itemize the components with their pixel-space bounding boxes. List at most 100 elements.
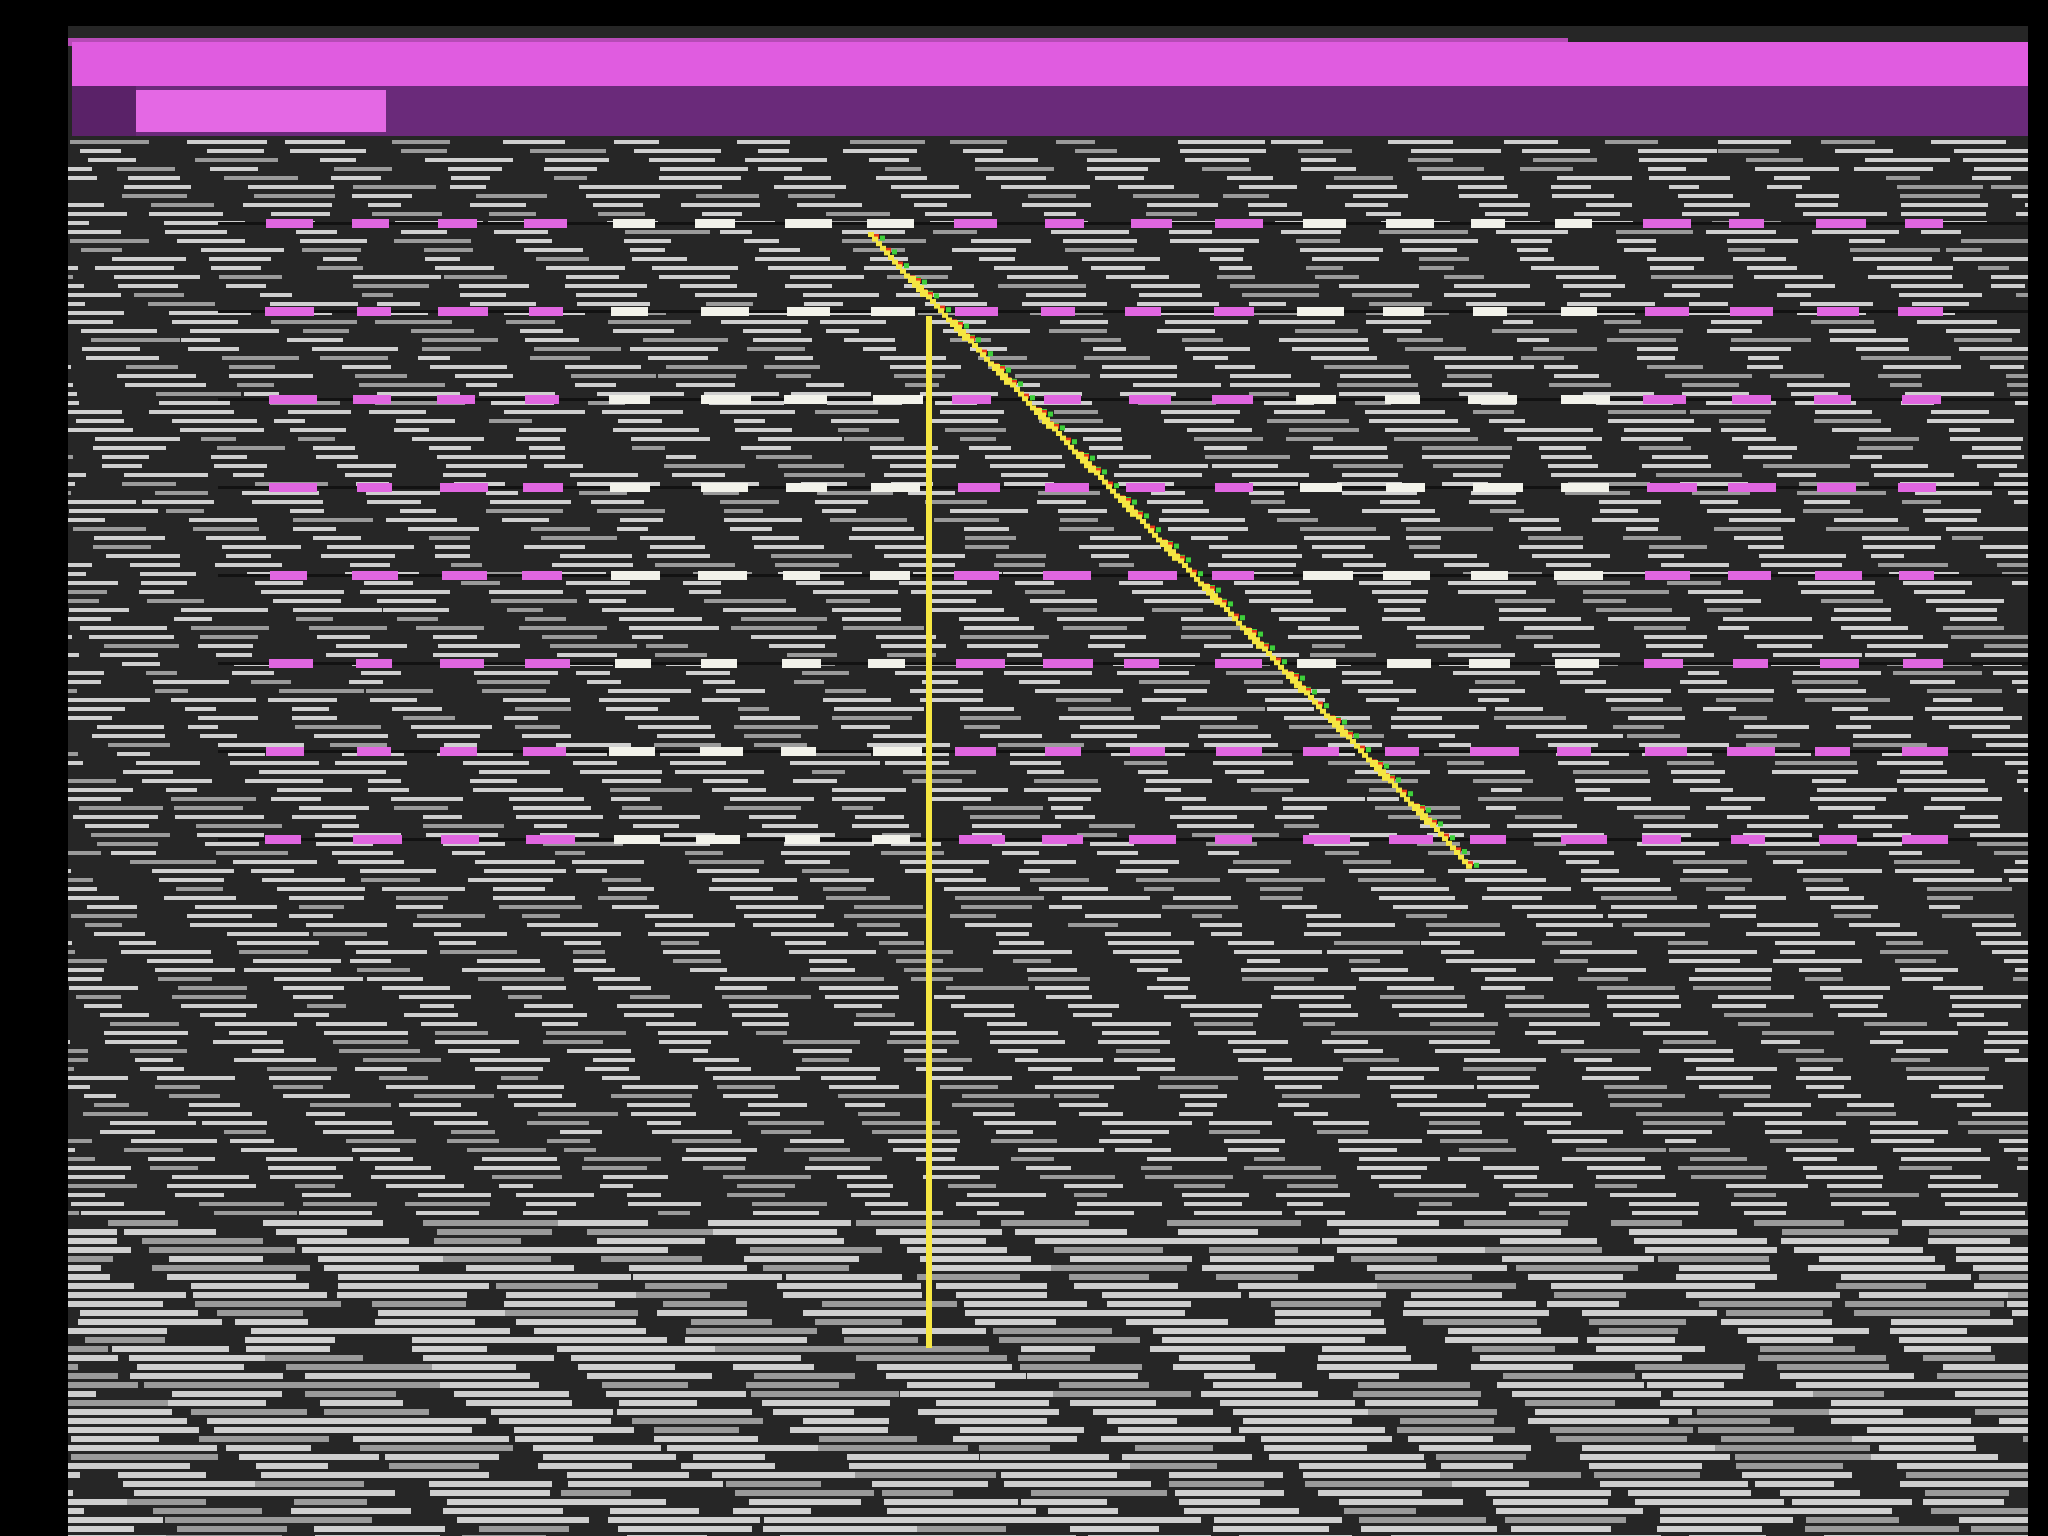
noise-streak bbox=[177, 239, 245, 243]
noise-streak bbox=[346, 770, 386, 774]
noise-streak bbox=[732, 1013, 788, 1017]
dashed-row-line bbox=[218, 838, 2028, 841]
noise-streak bbox=[1082, 257, 1160, 261]
noise-streak bbox=[1773, 860, 1803, 864]
noise-streak bbox=[1120, 860, 1179, 864]
noise-streak bbox=[887, 1040, 959, 1044]
noise-streak bbox=[1624, 428, 1711, 432]
noise-streak bbox=[803, 293, 879, 297]
diagonal-trace-dot-red bbox=[898, 261, 903, 267]
dashed-row-segment bbox=[266, 747, 304, 756]
noise-streak bbox=[78, 1319, 222, 1325]
noise-streak bbox=[80, 626, 167, 630]
noise-streak bbox=[1170, 815, 1237, 819]
dashed-row-segment bbox=[1473, 307, 1507, 316]
noise-streak bbox=[1719, 419, 1765, 423]
noise-streak bbox=[1164, 419, 1234, 423]
noise-streak bbox=[1760, 1346, 1855, 1352]
diagonal-trace-dot bbox=[1454, 850, 1460, 855]
noise-streak bbox=[233, 473, 264, 477]
noise-streak bbox=[267, 1067, 337, 1071]
noise-streak bbox=[1022, 203, 1091, 207]
noise-streak bbox=[1150, 1346, 1285, 1352]
noise-streak bbox=[1416, 635, 1470, 639]
noise-streak bbox=[1793, 671, 1881, 675]
noise-streak bbox=[1883, 365, 1961, 369]
noise-streak bbox=[233, 860, 317, 864]
noise-streak bbox=[95, 437, 180, 441]
noise-streak bbox=[1770, 1139, 1838, 1143]
diagonal-trace-dot bbox=[1414, 804, 1420, 809]
noise-streak bbox=[1366, 320, 1431, 324]
noise-streak bbox=[1239, 1427, 1385, 1433]
noise-streak bbox=[1049, 1517, 1201, 1523]
noise-streak bbox=[1230, 383, 1320, 387]
noise-streak bbox=[879, 941, 924, 945]
noise-streak bbox=[724, 518, 802, 522]
noise-streak bbox=[1683, 869, 1728, 873]
noise-streak bbox=[1832, 428, 1891, 432]
noise-streak bbox=[1582, 1076, 1639, 1080]
noise-streak bbox=[1046, 995, 1092, 999]
noise-streak bbox=[246, 1346, 330, 1352]
noise-streak bbox=[353, 275, 441, 279]
noise-streak bbox=[525, 617, 566, 621]
noise-streak bbox=[1198, 734, 1271, 738]
noise-streak bbox=[499, 905, 582, 909]
noise-streak bbox=[1711, 320, 1762, 324]
noise-streak bbox=[323, 1130, 394, 1134]
noise-streak bbox=[486, 491, 518, 495]
noise-streak bbox=[494, 230, 548, 234]
dashed-row-segment bbox=[357, 483, 392, 492]
noise-streak bbox=[1862, 536, 1941, 540]
noise-streak bbox=[953, 1436, 1077, 1442]
noise-streak bbox=[443, 1508, 563, 1514]
noise-streak bbox=[1370, 1067, 1439, 1071]
noise-streak bbox=[1509, 518, 1559, 522]
noise-streak bbox=[350, 563, 390, 567]
noise-streak bbox=[294, 1013, 329, 1017]
dashed-row-segment bbox=[1816, 219, 1866, 228]
noise-streak bbox=[1897, 185, 1983, 189]
noise-streak bbox=[627, 1103, 690, 1107]
noise-streak bbox=[448, 1049, 500, 1053]
noise-streak bbox=[633, 1274, 782, 1280]
noise-streak bbox=[1583, 590, 1669, 594]
noise-streak bbox=[214, 1211, 297, 1215]
noise-streak bbox=[1661, 563, 1729, 567]
noise-streak bbox=[1980, 545, 2028, 549]
diagonal-trace-dot bbox=[946, 317, 952, 323]
noise-streak bbox=[1622, 923, 1710, 927]
noise-streak bbox=[1279, 617, 1330, 621]
noise-streak bbox=[1838, 1013, 1887, 1017]
noise-streak bbox=[1355, 770, 1430, 774]
noise-streak bbox=[542, 635, 597, 639]
noise-streak bbox=[1499, 608, 1546, 612]
noise-streak bbox=[68, 1265, 101, 1271]
noise-streak bbox=[1669, 1148, 1730, 1152]
noise-streak bbox=[108, 1220, 178, 1226]
noise-streak bbox=[103, 1463, 190, 1469]
noise-streak bbox=[1026, 293, 1086, 297]
noise-streak bbox=[1249, 392, 1289, 396]
noise-streak bbox=[891, 185, 959, 189]
noise-streak bbox=[740, 1112, 780, 1116]
noise-streak bbox=[597, 392, 684, 396]
diagonal-trace-dot bbox=[1384, 773, 1390, 779]
noise-streak bbox=[1228, 941, 1274, 945]
noise-streak bbox=[97, 842, 158, 846]
noise-streak bbox=[1578, 977, 1628, 981]
noise-streak bbox=[1114, 653, 1200, 657]
dashed-row-segment bbox=[696, 835, 740, 844]
noise-streak bbox=[68, 707, 125, 711]
noise-streak bbox=[1994, 851, 2028, 855]
noise-streak bbox=[850, 1346, 989, 1352]
noise-streak bbox=[585, 1067, 629, 1071]
noise-streak bbox=[536, 257, 589, 261]
noise-streak bbox=[1853, 257, 1932, 261]
noise-streak bbox=[753, 338, 812, 342]
noise-streak bbox=[1289, 725, 1372, 729]
noise-streak bbox=[1146, 779, 1212, 783]
noise-streak bbox=[1213, 761, 1293, 765]
noise-streak bbox=[429, 1481, 552, 1487]
